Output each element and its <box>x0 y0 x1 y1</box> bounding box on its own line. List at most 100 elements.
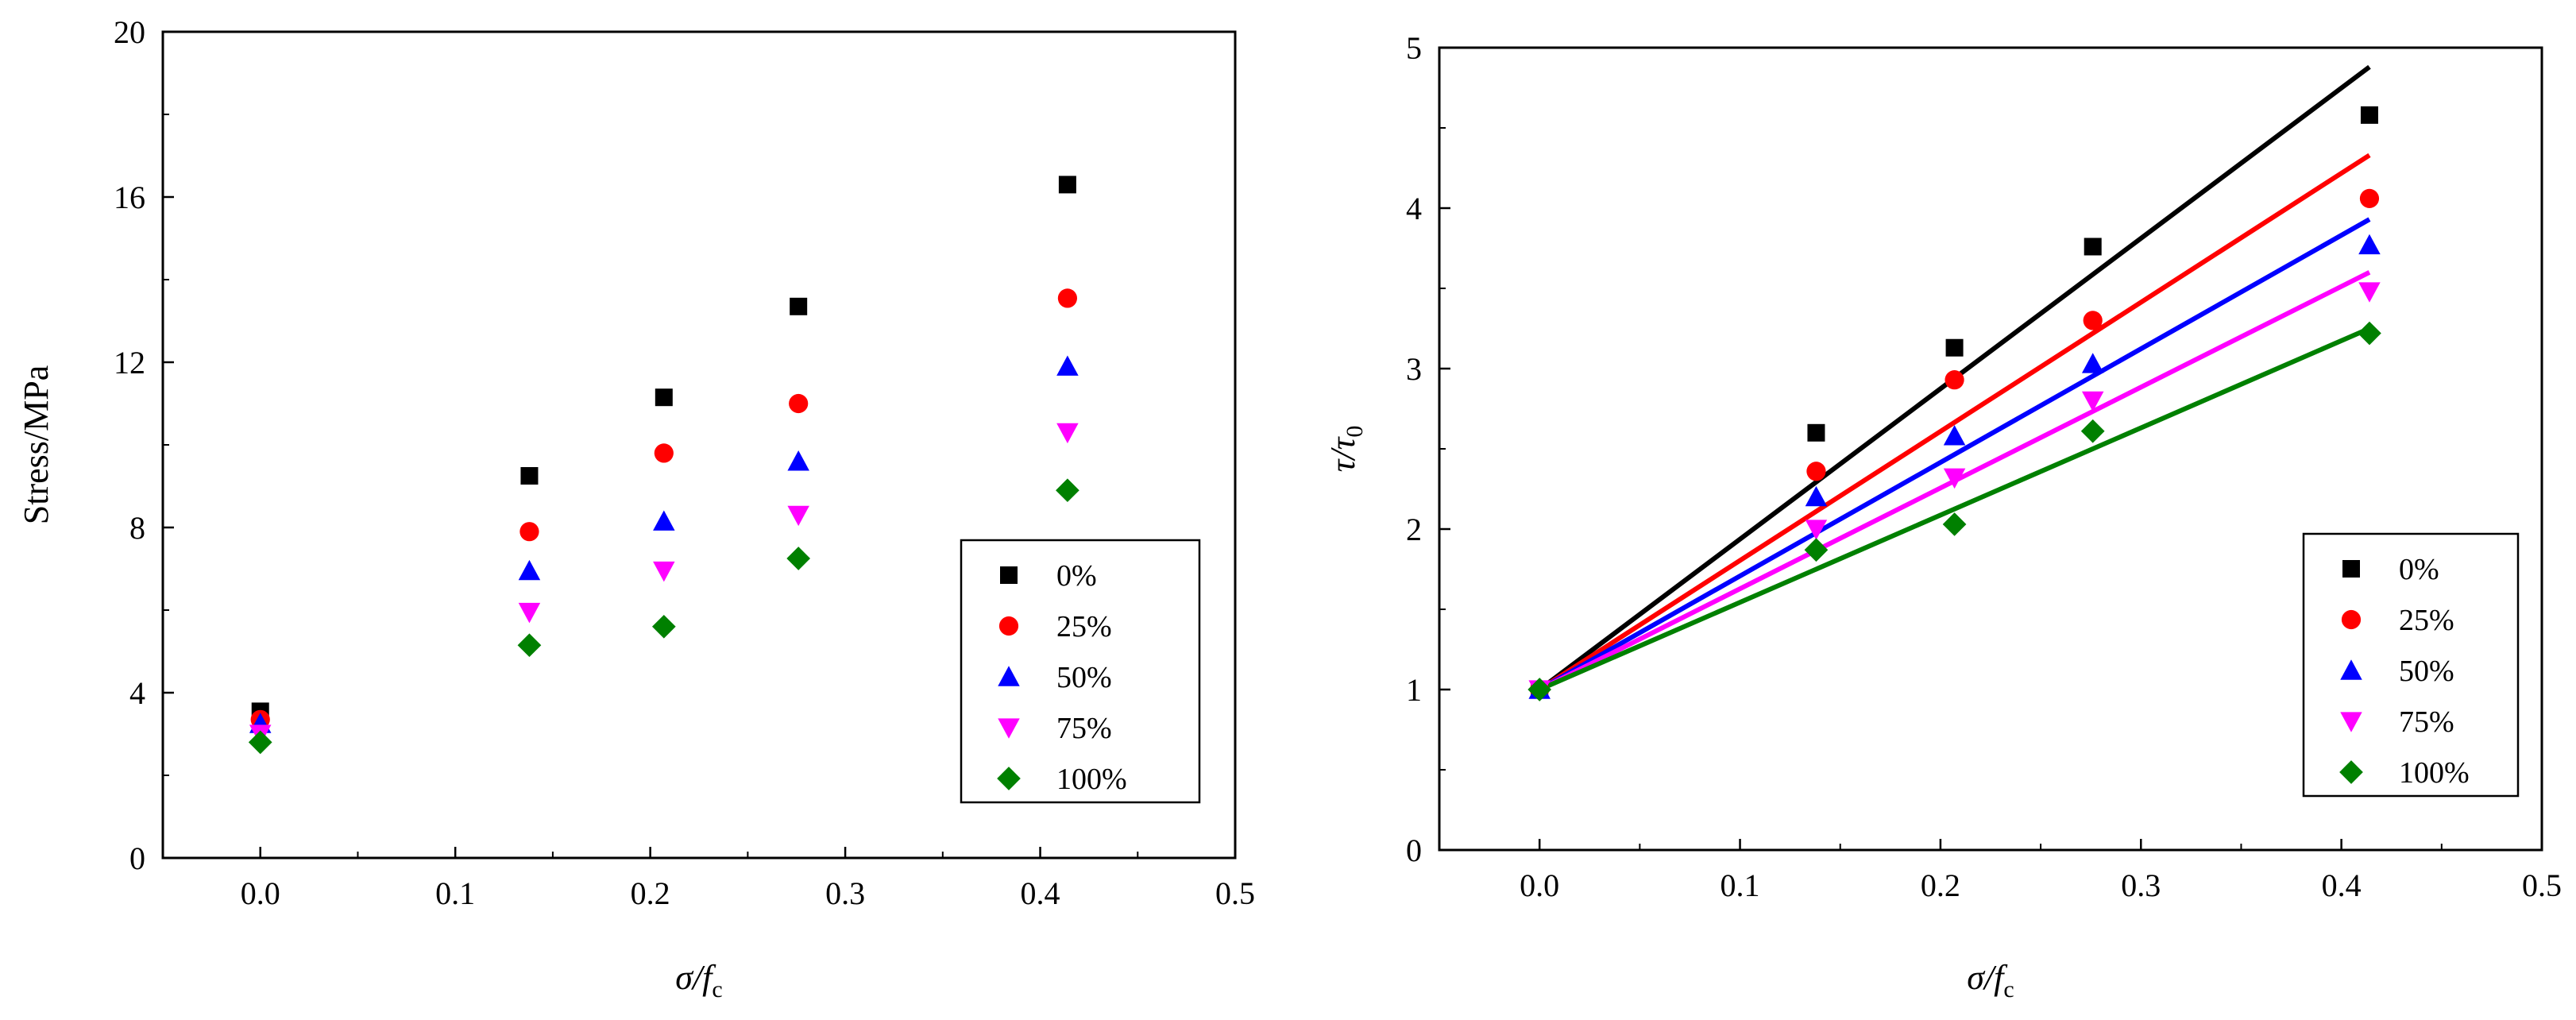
data-point-25pct <box>2359 188 2380 208</box>
x-tick-label: 0.0 <box>1520 867 1559 903</box>
y-axis-title: Stress/MPa <box>17 365 56 524</box>
data-point-25pct <box>789 393 809 414</box>
x-tick-label: 0.4 <box>2322 867 2362 903</box>
data-point-25pct <box>2083 311 2103 330</box>
legend-label: 50% <box>2399 655 2454 688</box>
legend-label: 50% <box>1056 661 1112 694</box>
legend-label: 100% <box>1056 763 1127 796</box>
x-tick-label: 0.0 <box>241 875 280 911</box>
x-axis-title: σ/fc <box>675 958 722 1003</box>
x-tick-label: 0.1 <box>435 875 475 911</box>
legend-marker-75pct <box>2340 712 2362 732</box>
x-tick-label: 0.4 <box>1021 875 1060 911</box>
legend-label: 75% <box>1056 712 1112 745</box>
normalized-stress-chart: 0.0 0.1 0.2 0.3 0.4 0.5 0 1 2 3 4 5 τ/τ0 σ/fc 0% 25%… <box>1323 30 2562 1003</box>
data-point-100pct <box>517 633 542 658</box>
legend-marker-50pct <box>2340 659 2362 680</box>
fit-lines <box>1538 64 2371 692</box>
data-point-50pct <box>2081 353 2104 373</box>
y-tick-label: 5 <box>1406 30 1422 66</box>
y-tick-label: 1 <box>1406 672 1422 708</box>
data-point-100pct <box>1527 678 1552 701</box>
stress-chart: 0.0 0.1 0.2 0.3 0.4 0.5 0 4 8 12 16 20 Stress/MPa σ… <box>17 14 1255 1003</box>
legend-marker-75pct <box>998 718 1020 739</box>
legend-marker-0pct <box>2342 560 2360 578</box>
data-point-100pct <box>786 547 811 570</box>
x-tick-label: 0.2 <box>631 875 670 911</box>
data-point-75pct <box>1056 423 1079 444</box>
data-point-100pct <box>248 730 272 755</box>
y-tick-label: 12 <box>114 345 145 381</box>
data-point-25pct <box>1945 370 1964 390</box>
axis-ticks: 0.0 0.1 0.2 0.3 0.4 0.5 0 4 8 12 16 20 <box>114 14 1255 911</box>
legend-label: 25% <box>2399 604 2454 637</box>
legend-marker-50pct <box>998 666 1020 686</box>
legend-marker-0pct <box>1000 566 1018 584</box>
y-tick-label: 16 <box>114 180 145 215</box>
x-tick-label: 0.2 <box>1921 867 1960 903</box>
data-point-75pct <box>2081 391 2104 412</box>
legend-label: 0% <box>2399 553 2439 586</box>
data-point-50pct <box>1805 485 1828 507</box>
data-point-100pct <box>2358 321 2381 346</box>
y-tick-label: 20 <box>114 14 145 50</box>
x-tick-label: 0.3 <box>825 875 865 911</box>
data-point-0pct <box>1945 338 1964 357</box>
y-tick-label: 0 <box>129 840 145 876</box>
data-point-25pct <box>654 443 674 463</box>
x-axis-title: σ/fc <box>1967 958 2014 1003</box>
legend-box <box>2302 532 2520 798</box>
legend-label: 25% <box>1056 610 1112 643</box>
data-point-25pct <box>1806 462 1826 481</box>
fit-line-25pct <box>1538 153 2371 692</box>
data-point-0pct <box>520 467 539 485</box>
data-point-50pct <box>518 559 541 581</box>
data-point-0pct <box>2360 106 2378 124</box>
data-point-100pct <box>1942 512 1967 536</box>
x-tick-label: 0.5 <box>1215 875 1255 911</box>
legend: 0% 25% 50% 75% 100% <box>960 539 1201 804</box>
y-tick-label: 4 <box>129 675 145 711</box>
legend-label: 0% <box>1056 559 1097 593</box>
y-axis-title: τ/τ0 <box>1323 426 1368 473</box>
x-tick-label: 0.5 <box>2522 867 2562 903</box>
data-point-50pct <box>1943 425 1966 446</box>
fit-line-100pct <box>1538 326 2371 692</box>
legend-label: 75% <box>2399 705 2454 739</box>
data-point-0pct <box>2084 238 2102 256</box>
data-point-25pct <box>519 522 539 542</box>
data-point-50pct <box>653 510 675 531</box>
legend: 0% 25% 50% 75% 100% <box>2302 532 2520 798</box>
data-point-75pct <box>518 602 541 624</box>
data-point-0pct <box>1058 176 1076 194</box>
y-tick-label: 4 <box>1406 191 1422 226</box>
data-point-75pct <box>2358 282 2381 303</box>
data-point-0pct <box>790 297 808 315</box>
data-point-0pct <box>655 388 673 407</box>
data-point-0pct <box>1807 423 1825 442</box>
data-point-25pct <box>1057 288 1078 308</box>
axis-ticks: 0.0 0.1 0.2 0.3 0.4 0.5 0 1 2 3 4 5 <box>1406 30 2562 903</box>
legend-marker-25pct <box>2341 609 2362 630</box>
fit-line-50pct <box>1538 217 2371 692</box>
data-point-100pct <box>651 614 676 639</box>
data-point-50pct <box>787 450 809 471</box>
data-point-50pct <box>1056 355 1079 376</box>
data-point-100pct <box>2080 419 2105 443</box>
x-tick-label: 0.1 <box>1721 867 1760 903</box>
y-tick-label: 8 <box>129 510 145 546</box>
y-tick-label: 2 <box>1406 512 1422 547</box>
data-point-75pct <box>653 561 675 582</box>
y-tick-label: 3 <box>1406 351 1422 387</box>
y-tick-label: 0 <box>1406 833 1422 868</box>
data-point-75pct <box>787 505 809 527</box>
data-point-100pct <box>1056 478 1079 503</box>
data-point-50pct <box>2358 234 2381 255</box>
x-tick-label: 0.3 <box>2121 867 2161 903</box>
data-points <box>248 176 1079 755</box>
legend-marker-25pct <box>998 616 1019 636</box>
legend-marker-100pct <box>2339 760 2363 784</box>
data-points <box>1527 106 2381 701</box>
legend-label: 100% <box>2399 756 2470 790</box>
